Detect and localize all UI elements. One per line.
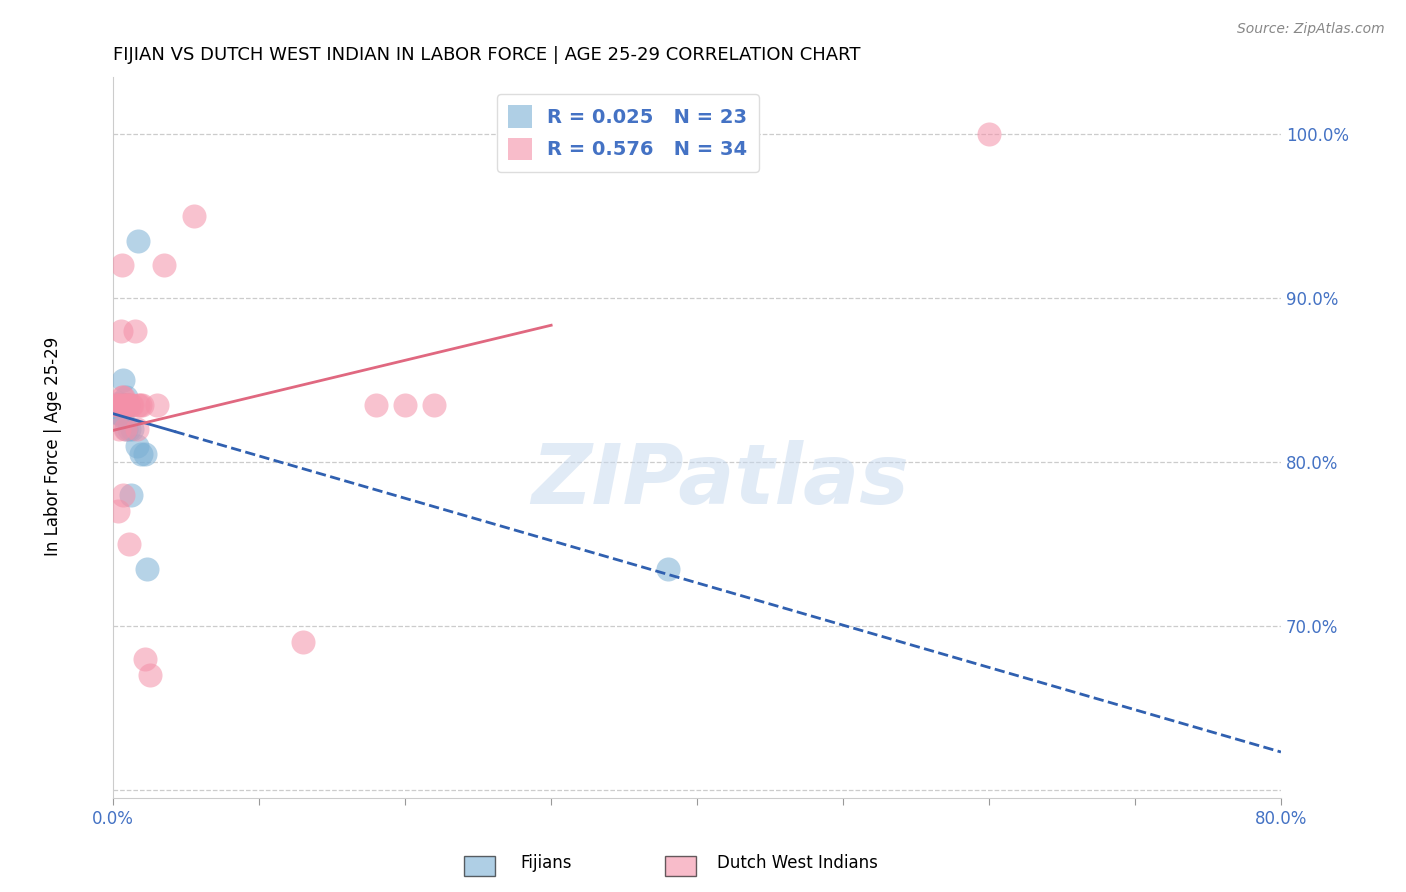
Point — [114, 422, 136, 436]
Point — [124, 324, 146, 338]
Point — [134, 447, 156, 461]
Point — [107, 504, 129, 518]
Point — [112, 373, 135, 387]
Point — [108, 422, 131, 436]
Point — [117, 398, 139, 412]
Point — [423, 398, 446, 412]
Text: Dutch West Indians: Dutch West Indians — [717, 855, 877, 872]
Point — [125, 422, 148, 436]
Point — [108, 406, 131, 420]
Point — [108, 398, 131, 412]
Point — [110, 398, 132, 412]
Point — [111, 409, 134, 424]
Point — [131, 398, 153, 412]
Point — [127, 234, 149, 248]
Point — [183, 209, 205, 223]
Point — [114, 398, 136, 412]
Point — [115, 398, 138, 412]
Point — [115, 390, 138, 404]
Text: In Labor Force | Age 25-29: In Labor Force | Age 25-29 — [45, 336, 62, 556]
Point — [657, 561, 679, 575]
Point — [111, 390, 134, 404]
Point — [118, 537, 141, 551]
Point — [129, 447, 152, 461]
Text: ZIPatlas: ZIPatlas — [531, 441, 910, 521]
Point — [110, 324, 132, 338]
Point — [121, 422, 143, 436]
Point — [114, 398, 136, 412]
Point — [364, 398, 387, 412]
Point — [105, 398, 128, 412]
Point — [118, 422, 141, 436]
Point — [125, 439, 148, 453]
Point — [112, 488, 135, 502]
Point — [128, 398, 150, 412]
Point — [112, 390, 135, 404]
Point — [146, 398, 169, 412]
Point — [127, 398, 149, 412]
Point — [153, 259, 176, 273]
Point — [120, 398, 142, 412]
Point — [107, 406, 129, 420]
Point — [107, 398, 129, 412]
Point — [139, 668, 162, 682]
Text: Fijians: Fijians — [520, 855, 572, 872]
Point — [135, 561, 157, 575]
Legend: R = 0.025   N = 23, R = 0.576   N = 34: R = 0.025 N = 23, R = 0.576 N = 34 — [496, 94, 759, 172]
Point — [108, 396, 131, 410]
Point — [134, 652, 156, 666]
Point — [120, 488, 142, 502]
Point — [107, 398, 129, 412]
Point — [111, 259, 134, 273]
Point — [110, 398, 132, 412]
Point — [114, 398, 136, 412]
Point — [394, 398, 416, 412]
Point — [977, 128, 1000, 142]
Point — [117, 398, 139, 412]
Point — [115, 398, 138, 412]
Point — [110, 398, 132, 412]
Text: FIJIAN VS DUTCH WEST INDIAN IN LABOR FORCE | AGE 25-29 CORRELATION CHART: FIJIAN VS DUTCH WEST INDIAN IN LABOR FOR… — [114, 46, 860, 64]
Point — [115, 422, 138, 436]
Point — [111, 398, 134, 412]
Text: Source: ZipAtlas.com: Source: ZipAtlas.com — [1237, 22, 1385, 37]
Point — [292, 635, 315, 649]
Point — [121, 398, 143, 412]
